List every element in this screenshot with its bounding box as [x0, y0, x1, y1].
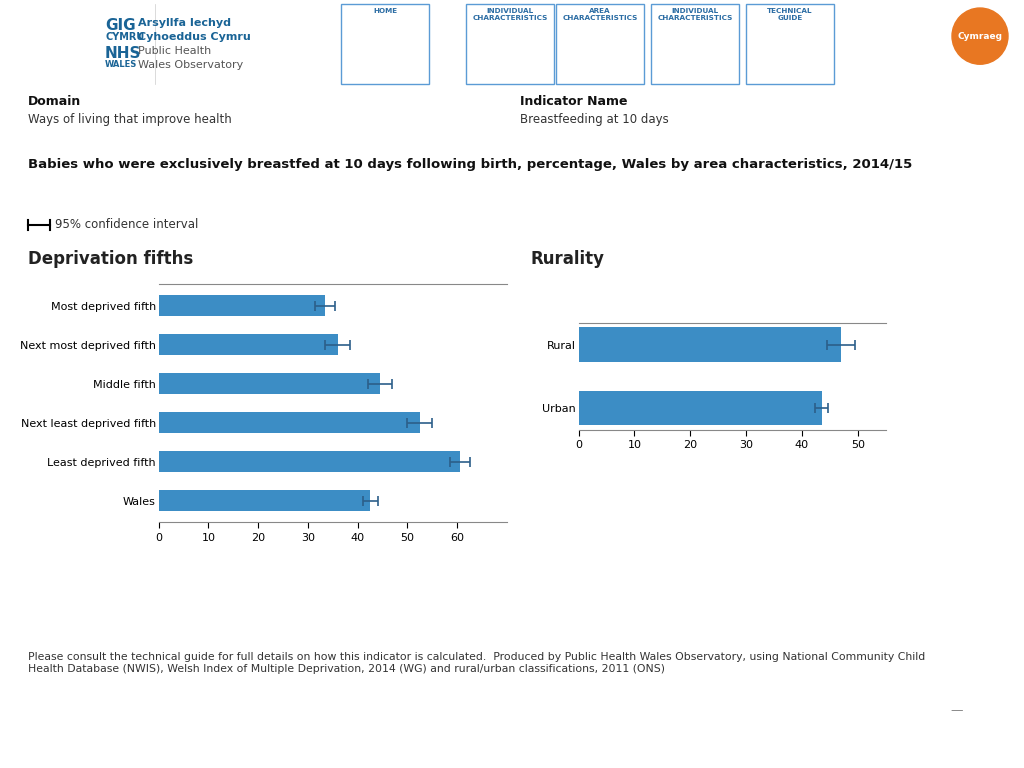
- Text: Please consult the technical guide for full details on how this indicator is cal: Please consult the technical guide for f…: [28, 652, 926, 674]
- Text: Ways of living that improve health: Ways of living that improve health: [28, 114, 231, 127]
- Text: Indicator Name: Indicator Name: [520, 95, 628, 108]
- Bar: [466, 4, 554, 84]
- Text: Rurality: Rurality: [530, 250, 604, 268]
- Bar: [579, 390, 821, 425]
- Bar: [159, 451, 460, 472]
- Text: CYMRU: CYMRU: [105, 32, 144, 42]
- Text: WALES: WALES: [105, 60, 137, 69]
- Text: GIG: GIG: [105, 18, 135, 33]
- Bar: [746, 4, 834, 84]
- Text: INDIVIDUAL
CHARACTERISTICS: INDIVIDUAL CHARACTERISTICS: [657, 8, 733, 21]
- Text: AREA
CHARACTERISTICS: AREA CHARACTERISTICS: [562, 8, 638, 21]
- Text: HOME: HOME: [373, 8, 397, 14]
- Bar: [159, 412, 420, 433]
- Text: Public Health: Public Health: [138, 46, 211, 56]
- Bar: [651, 4, 739, 84]
- Text: Wales Observatory: Wales Observatory: [138, 60, 244, 70]
- Bar: [159, 334, 338, 356]
- Text: NHS: NHS: [105, 46, 141, 61]
- Bar: [159, 373, 380, 395]
- Bar: [159, 295, 326, 316]
- Text: Arsyllfa Iechyd: Arsyllfa Iechyd: [138, 18, 231, 28]
- Text: TECHNICAL
GUIDE: TECHNICAL GUIDE: [767, 8, 813, 21]
- Text: Domain: Domain: [28, 95, 81, 108]
- Text: 95% confidence interval: 95% confidence interval: [55, 218, 199, 231]
- Text: Babies who were exclusively breastfed at 10 days following birth, percentage, Wa: Babies who were exclusively breastfed at…: [28, 157, 912, 170]
- Text: Deprivation fifths: Deprivation fifths: [28, 250, 194, 268]
- Bar: [579, 327, 841, 362]
- Text: Breastfeeding at 10 days: Breastfeeding at 10 days: [520, 114, 669, 127]
- Bar: [159, 490, 370, 511]
- Text: Cyhoeddus Cymru: Cyhoeddus Cymru: [138, 32, 251, 42]
- Text: Cymraeg: Cymraeg: [957, 31, 1002, 41]
- Bar: [341, 4, 429, 84]
- Bar: [556, 4, 644, 84]
- Text: —: —: [950, 704, 963, 717]
- Text: INDIVIDUAL
CHARACTERISTICS: INDIVIDUAL CHARACTERISTICS: [472, 8, 548, 21]
- Circle shape: [952, 8, 1008, 65]
